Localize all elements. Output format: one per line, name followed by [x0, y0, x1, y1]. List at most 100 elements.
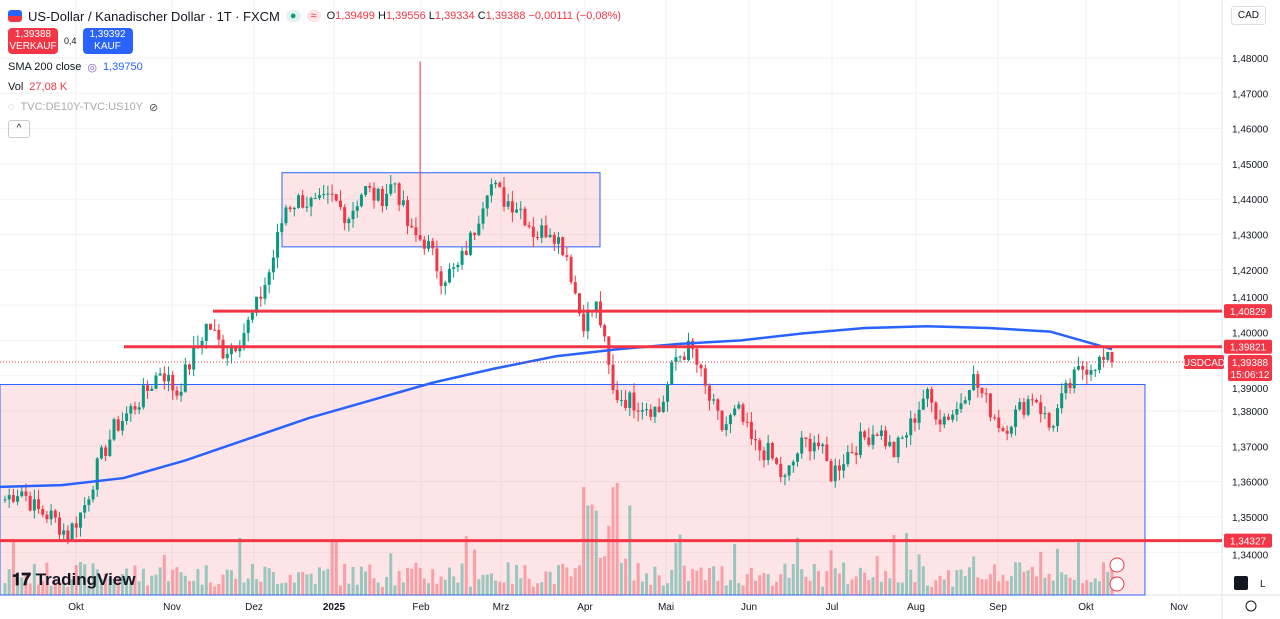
- symbol-label: USDCAD: [1183, 358, 1225, 369]
- candle: [523, 208, 527, 226]
- volume-bar: [246, 578, 250, 595]
- candle: [393, 183, 397, 185]
- symbol-title[interactable]: US-Dollar / Kanadischer Dollar · 1T · FX…: [28, 8, 280, 24]
- tv-icon: 𝟏𝟕: [12, 570, 31, 589]
- collapse-button[interactable]: ^: [8, 120, 30, 138]
- candle: [62, 530, 66, 535]
- volume-bar: [808, 580, 812, 595]
- volume-bar: [32, 563, 36, 595]
- candle: [204, 323, 208, 342]
- volume-bar: [976, 577, 980, 595]
- volume-bar: [280, 583, 284, 595]
- volume-bar: [393, 585, 397, 595]
- candle: [292, 207, 296, 210]
- circle-icon: ◌: [8, 101, 15, 113]
- volume-bar: [670, 570, 674, 595]
- candle: [519, 208, 523, 210]
- candle: [863, 431, 867, 438]
- y-tick-label: 1,48000: [1232, 54, 1269, 65]
- volume-bar: [951, 586, 955, 595]
- volume-bar: [380, 586, 384, 595]
- candle: [724, 424, 728, 431]
- volume-bar: [1089, 582, 1093, 595]
- x-tick-label: Nov: [1170, 602, 1188, 613]
- candle: [842, 464, 846, 471]
- candle: [787, 465, 791, 476]
- ohlc-values: O1,39499 H1,39556 L1,39334 C1,39388 −0,0…: [326, 10, 622, 22]
- candle: [875, 434, 879, 436]
- volume-bar: [422, 578, 426, 595]
- candle: [1043, 413, 1047, 415]
- volume-bar: [1093, 578, 1097, 595]
- volume-indicator[interactable]: Vol 27,08 K: [8, 81, 68, 93]
- volume-bar: [351, 566, 355, 595]
- sell-button[interactable]: 1,39388 VERKAUF: [8, 28, 58, 54]
- candle: [988, 393, 992, 418]
- volume-bar: [141, 568, 145, 595]
- candle: [598, 301, 602, 326]
- equal-icon[interactable]: ≈: [306, 10, 321, 22]
- buy-button[interactable]: 1,39392 KAUF: [82, 28, 133, 54]
- candle: [37, 499, 41, 510]
- candle: [427, 241, 431, 249]
- volume-bar: [200, 584, 204, 595]
- symbol-tag: [1184, 355, 1224, 370]
- volume-bar: [242, 582, 246, 595]
- volume-bar: [544, 571, 548, 595]
- candle: [972, 374, 976, 391]
- volume-bar: [745, 574, 749, 595]
- volume-bar: [661, 585, 665, 595]
- volume-bar: [536, 583, 540, 595]
- candle: [527, 225, 531, 227]
- volume-bar: [846, 584, 850, 595]
- candle: [905, 435, 909, 438]
- volume-bar: [301, 571, 305, 595]
- volume-bar: [674, 542, 678, 595]
- candle: [200, 341, 204, 346]
- candle: [678, 356, 682, 358]
- currency-button[interactable]: CAD: [1230, 6, 1266, 25]
- candle: [997, 417, 1001, 429]
- volume-bar: [791, 563, 795, 595]
- volume-bar: [632, 580, 636, 595]
- candle: [829, 461, 833, 482]
- hidden-eye-icon[interactable]: ⊘: [149, 101, 159, 114]
- candle: [812, 442, 816, 452]
- candle: [1085, 369, 1089, 375]
- volume-bar: [557, 565, 560, 595]
- candle: [481, 208, 485, 224]
- candle: [20, 491, 24, 497]
- volume-bar: [1076, 542, 1080, 595]
- candle: [259, 296, 263, 299]
- volume-bar: [884, 571, 888, 595]
- volume-bar: [716, 581, 720, 595]
- candle: [158, 373, 162, 376]
- volume-bar: [175, 567, 179, 595]
- sma-indicator[interactable]: SMA 200 close ◎ 1,39750: [8, 61, 143, 74]
- candle: [640, 410, 644, 412]
- volume-bar: [653, 566, 657, 595]
- candle: [464, 250, 468, 255]
- candle: [854, 452, 858, 456]
- market-open-icon[interactable]: ●: [285, 10, 301, 22]
- candle: [775, 458, 779, 464]
- volume-bar: [330, 539, 334, 595]
- volume-bar: [364, 571, 368, 595]
- refresh-icon: ◎: [87, 61, 97, 74]
- candle: [322, 194, 326, 196]
- volume-bar: [16, 578, 20, 595]
- candle: [171, 374, 175, 391]
- candle: [913, 418, 917, 423]
- volume-bar: [234, 578, 238, 595]
- volume-bar: [188, 581, 191, 595]
- volume-bar: [322, 570, 326, 595]
- volume-bar: [942, 579, 946, 595]
- volume-bar: [1085, 580, 1089, 595]
- compare-indicator[interactable]: ◌ TVC:DE10Y-TVC:US10Y ⊘: [8, 101, 159, 114]
- x-tick-label: Okt: [1078, 602, 1094, 613]
- volume-bar: [917, 554, 921, 595]
- spread: 0,4: [64, 36, 77, 46]
- volume-bar: [70, 579, 74, 595]
- canada-flag-icon: [1109, 557, 1125, 573]
